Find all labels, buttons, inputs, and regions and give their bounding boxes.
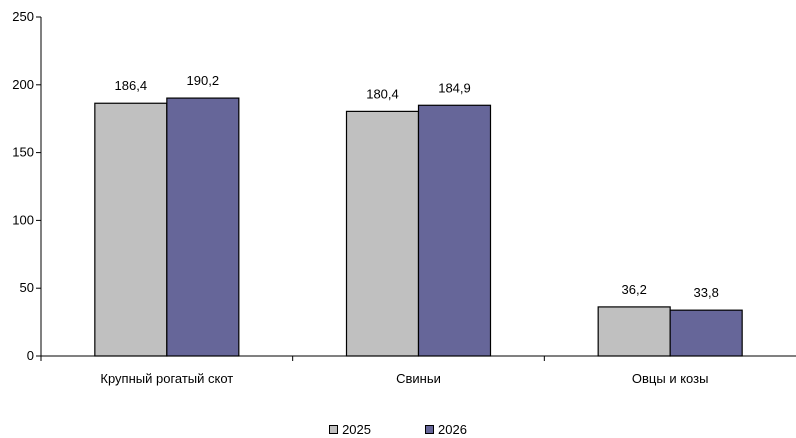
bar <box>419 105 491 356</box>
legend-label-2025: 2025 <box>342 422 371 437</box>
x-axis: Крупный рогатый скот Свиньи Овцы и козы <box>41 356 796 386</box>
bar <box>598 307 670 356</box>
x-tick-label: Крупный рогатый скот <box>100 371 233 386</box>
legend-swatch-2025 <box>329 425 338 434</box>
bar <box>670 310 742 356</box>
bars <box>95 98 742 356</box>
x-tick-label: Свиньи <box>396 371 441 386</box>
legend-item-2025: 2025 <box>329 422 371 437</box>
x-tick-label: Овцы и козы <box>632 371 709 386</box>
bar-value-label: 186,4 <box>115 78 148 93</box>
legend-item-2026: 2026 <box>425 422 467 437</box>
legend-label-2026: 2026 <box>438 422 467 437</box>
bar <box>347 111 419 356</box>
bar <box>95 103 167 356</box>
bar <box>167 98 239 356</box>
y-tick-label: 150 <box>12 145 34 160</box>
y-axis: 0 50 100 150 200 250 <box>12 9 41 363</box>
legend: 2025 2026 <box>0 420 796 438</box>
bar-value-label: 190,2 <box>187 73 220 88</box>
y-tick-label: 0 <box>27 348 34 363</box>
y-tick-label: 250 <box>12 9 34 24</box>
bar-value-label: 184,9 <box>438 80 471 95</box>
y-tick-label: 100 <box>12 212 34 227</box>
bar-value-label: 180,4 <box>366 86 399 101</box>
y-tick-label: 50 <box>20 280 34 295</box>
legend-swatch-2026 <box>425 425 434 434</box>
bar-value-label: 33,8 <box>694 285 719 300</box>
y-tick-label: 200 <box>12 77 34 92</box>
bar-value-label: 36,2 <box>622 282 647 297</box>
